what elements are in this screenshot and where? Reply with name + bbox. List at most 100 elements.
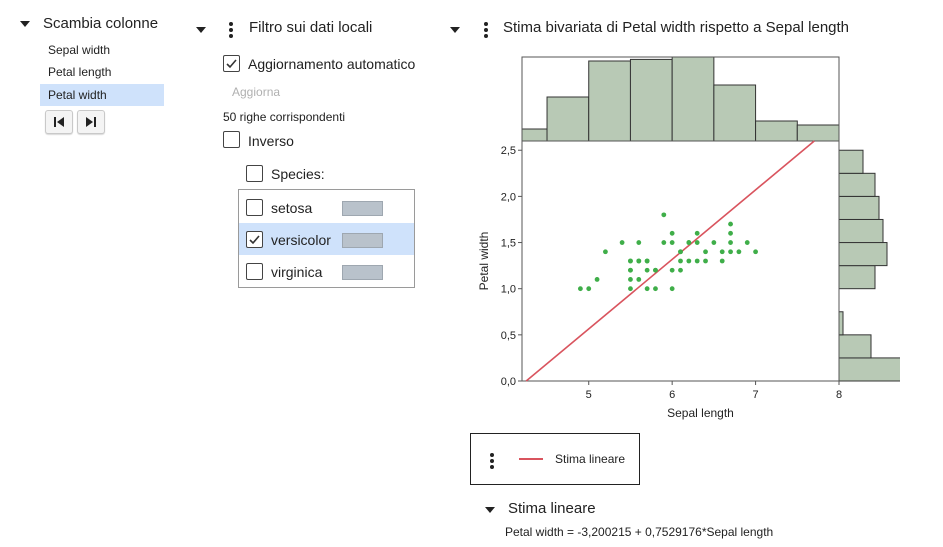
x-histogram-bar bbox=[521, 128, 548, 142]
y-histogram-bar bbox=[838, 334, 872, 359]
x-tick-label: 6 bbox=[669, 389, 675, 401]
versicolor-checkbox[interactable] bbox=[246, 231, 263, 248]
data-point bbox=[644, 286, 650, 292]
y-tick-label: 0,5 bbox=[501, 330, 516, 342]
data-point bbox=[577, 286, 583, 292]
menu-kebab-icon[interactable] bbox=[229, 22, 233, 38]
column-item-petal-length[interactable]: Petal length bbox=[48, 65, 112, 79]
legend-line-swatch bbox=[519, 458, 543, 460]
data-point bbox=[661, 212, 667, 218]
x-histogram-bar bbox=[796, 124, 840, 142]
fit-equation: Petal width = -3,200215 + 0,7529176*Sepa… bbox=[505, 525, 774, 539]
data-point bbox=[594, 277, 600, 282]
y-tick-label: 0,0 bbox=[501, 376, 516, 388]
menu-kebab-icon[interactable] bbox=[484, 22, 488, 38]
column-item-petal-width[interactable]: Petal width bbox=[40, 84, 164, 106]
data-point bbox=[703, 249, 708, 255]
x-histogram-bar bbox=[713, 84, 757, 142]
species-list: setosa versicolor virginica bbox=[238, 189, 415, 288]
data-point bbox=[711, 240, 717, 245]
data-point bbox=[669, 286, 675, 292]
data-point bbox=[669, 230, 675, 236]
chart-legend: Stima lineare bbox=[470, 433, 640, 485]
data-point bbox=[719, 249, 725, 255]
y-histogram-bar bbox=[838, 195, 880, 220]
y-tick-label: 1,5 bbox=[501, 238, 516, 250]
virginica-color-swatch bbox=[342, 265, 383, 280]
y-histogram-bar bbox=[838, 265, 876, 290]
fit-line bbox=[525, 140, 815, 382]
data-point bbox=[628, 286, 633, 292]
y-axis-label: Petal width bbox=[477, 232, 491, 291]
collapse-triangle-icon[interactable] bbox=[20, 21, 30, 27]
data-point bbox=[586, 286, 592, 292]
setosa-checkbox[interactable] bbox=[246, 199, 263, 216]
virginica-label: virginica bbox=[271, 264, 323, 280]
data-point bbox=[728, 221, 733, 227]
y-histogram-bar bbox=[838, 242, 888, 267]
x-histogram-bar bbox=[546, 96, 590, 142]
y-histogram-bar bbox=[838, 357, 900, 382]
setosa-label: setosa bbox=[271, 200, 313, 216]
data-point bbox=[636, 277, 642, 282]
data-point bbox=[694, 258, 700, 264]
collapse-triangle-icon[interactable] bbox=[196, 27, 206, 33]
update-button[interactable]: Aggiorna bbox=[232, 85, 281, 99]
x-histogram-bar bbox=[671, 56, 715, 142]
data-point bbox=[653, 286, 658, 292]
data-point bbox=[728, 240, 733, 245]
data-point bbox=[694, 230, 700, 236]
species-row-versicolor[interactable]: versicolor bbox=[239, 223, 414, 255]
inverse-label: Inverso bbox=[248, 133, 294, 149]
data-point bbox=[628, 267, 633, 273]
match-count: 50 righe corrispondenti bbox=[223, 110, 346, 124]
estimate-section-title: Stima lineare bbox=[508, 500, 596, 517]
y-histogram-bar bbox=[838, 311, 844, 336]
data-point bbox=[669, 240, 675, 245]
data-point bbox=[678, 249, 683, 255]
species-checkbox[interactable] bbox=[246, 165, 263, 182]
y-histogram-bar bbox=[838, 149, 864, 174]
data-point bbox=[753, 249, 758, 255]
data-point bbox=[703, 258, 708, 264]
x-axis-label: Sepal length bbox=[667, 406, 734, 420]
first-column-button[interactable] bbox=[45, 110, 73, 134]
data-point bbox=[636, 240, 642, 245]
data-point bbox=[678, 258, 683, 264]
y-tick-label: 2,0 bbox=[501, 191, 516, 203]
data-point bbox=[694, 240, 700, 245]
column-item-sepal-width[interactable]: Sepal width bbox=[48, 43, 111, 57]
data-point bbox=[644, 267, 650, 273]
skip-to-end-icon bbox=[86, 117, 96, 127]
chart-title: Stima bivariata di Petal width rispetto … bbox=[503, 19, 850, 36]
data-point bbox=[686, 240, 692, 245]
data-point bbox=[628, 277, 633, 282]
last-column-button[interactable] bbox=[77, 110, 105, 134]
data-point bbox=[669, 267, 675, 273]
virginica-checkbox[interactable] bbox=[246, 263, 263, 280]
collapse-triangle-icon[interactable] bbox=[485, 507, 495, 513]
data-point bbox=[636, 258, 642, 264]
species-row-virginica[interactable]: virginica bbox=[239, 255, 414, 287]
bivariate-chart: 5 6 7 8 0,0 0,5 1,0 1,5 2,0 2,5 Sepal length Petal … bbox=[477, 56, 900, 420]
y-histogram-bar bbox=[838, 218, 884, 244]
data-point bbox=[728, 230, 733, 236]
data-point bbox=[628, 258, 633, 264]
data-point bbox=[678, 267, 683, 273]
x-histogram-bar bbox=[755, 120, 798, 142]
inverse-checkbox[interactable] bbox=[223, 131, 240, 148]
species-row-setosa[interactable]: setosa bbox=[239, 191, 414, 223]
filter-title: Filtro sui dati locali bbox=[249, 19, 373, 36]
data-point bbox=[619, 240, 625, 245]
versicolor-label: versicolor bbox=[271, 232, 331, 248]
versicolor-color-swatch bbox=[342, 233, 383, 248]
data-point bbox=[661, 240, 667, 245]
legend-menu-kebab-icon[interactable] bbox=[490, 453, 494, 469]
data-point bbox=[719, 258, 725, 264]
data-point bbox=[644, 258, 650, 264]
y-tick-label: 1,0 bbox=[501, 284, 516, 296]
data-point bbox=[728, 249, 733, 255]
auto-update-checkbox[interactable] bbox=[223, 55, 240, 72]
setosa-color-swatch bbox=[342, 201, 383, 216]
collapse-triangle-icon[interactable] bbox=[450, 27, 460, 33]
